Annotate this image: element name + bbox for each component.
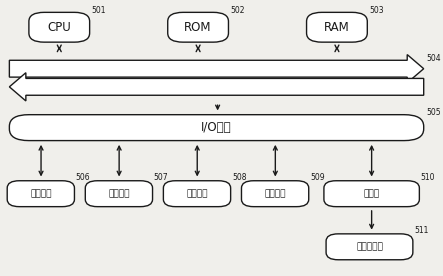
Text: 501: 501 [92, 6, 106, 15]
Text: 504: 504 [426, 54, 440, 63]
Text: I/O接口: I/O接口 [201, 121, 232, 134]
Text: 可拆卸介质: 可拆卸介质 [356, 242, 383, 251]
Text: 503: 503 [369, 6, 384, 15]
FancyBboxPatch shape [241, 181, 309, 207]
FancyBboxPatch shape [163, 181, 231, 207]
Text: 通信部分: 通信部分 [264, 189, 286, 198]
Text: 507: 507 [154, 173, 168, 182]
Text: 508: 508 [232, 173, 246, 182]
FancyBboxPatch shape [326, 234, 413, 260]
FancyBboxPatch shape [85, 181, 152, 207]
FancyBboxPatch shape [307, 12, 367, 42]
Text: 存储部分: 存储部分 [186, 189, 208, 198]
Polygon shape [9, 73, 424, 101]
Text: 输入部分: 输入部分 [30, 189, 51, 198]
Text: RAM: RAM [324, 21, 350, 34]
FancyBboxPatch shape [29, 12, 89, 42]
Text: 505: 505 [426, 108, 440, 117]
Text: 509: 509 [310, 173, 325, 182]
Text: 输出部分: 输出部分 [108, 189, 130, 198]
FancyBboxPatch shape [7, 181, 74, 207]
Text: 511: 511 [414, 226, 428, 235]
Text: 506: 506 [76, 173, 90, 182]
Polygon shape [9, 55, 424, 83]
Text: 502: 502 [231, 6, 245, 15]
Text: 驱动器: 驱动器 [364, 189, 380, 198]
Text: CPU: CPU [47, 21, 71, 34]
FancyBboxPatch shape [168, 12, 229, 42]
FancyBboxPatch shape [324, 181, 420, 207]
Text: ROM: ROM [184, 21, 212, 34]
Text: 510: 510 [421, 173, 435, 182]
FancyBboxPatch shape [9, 115, 424, 140]
